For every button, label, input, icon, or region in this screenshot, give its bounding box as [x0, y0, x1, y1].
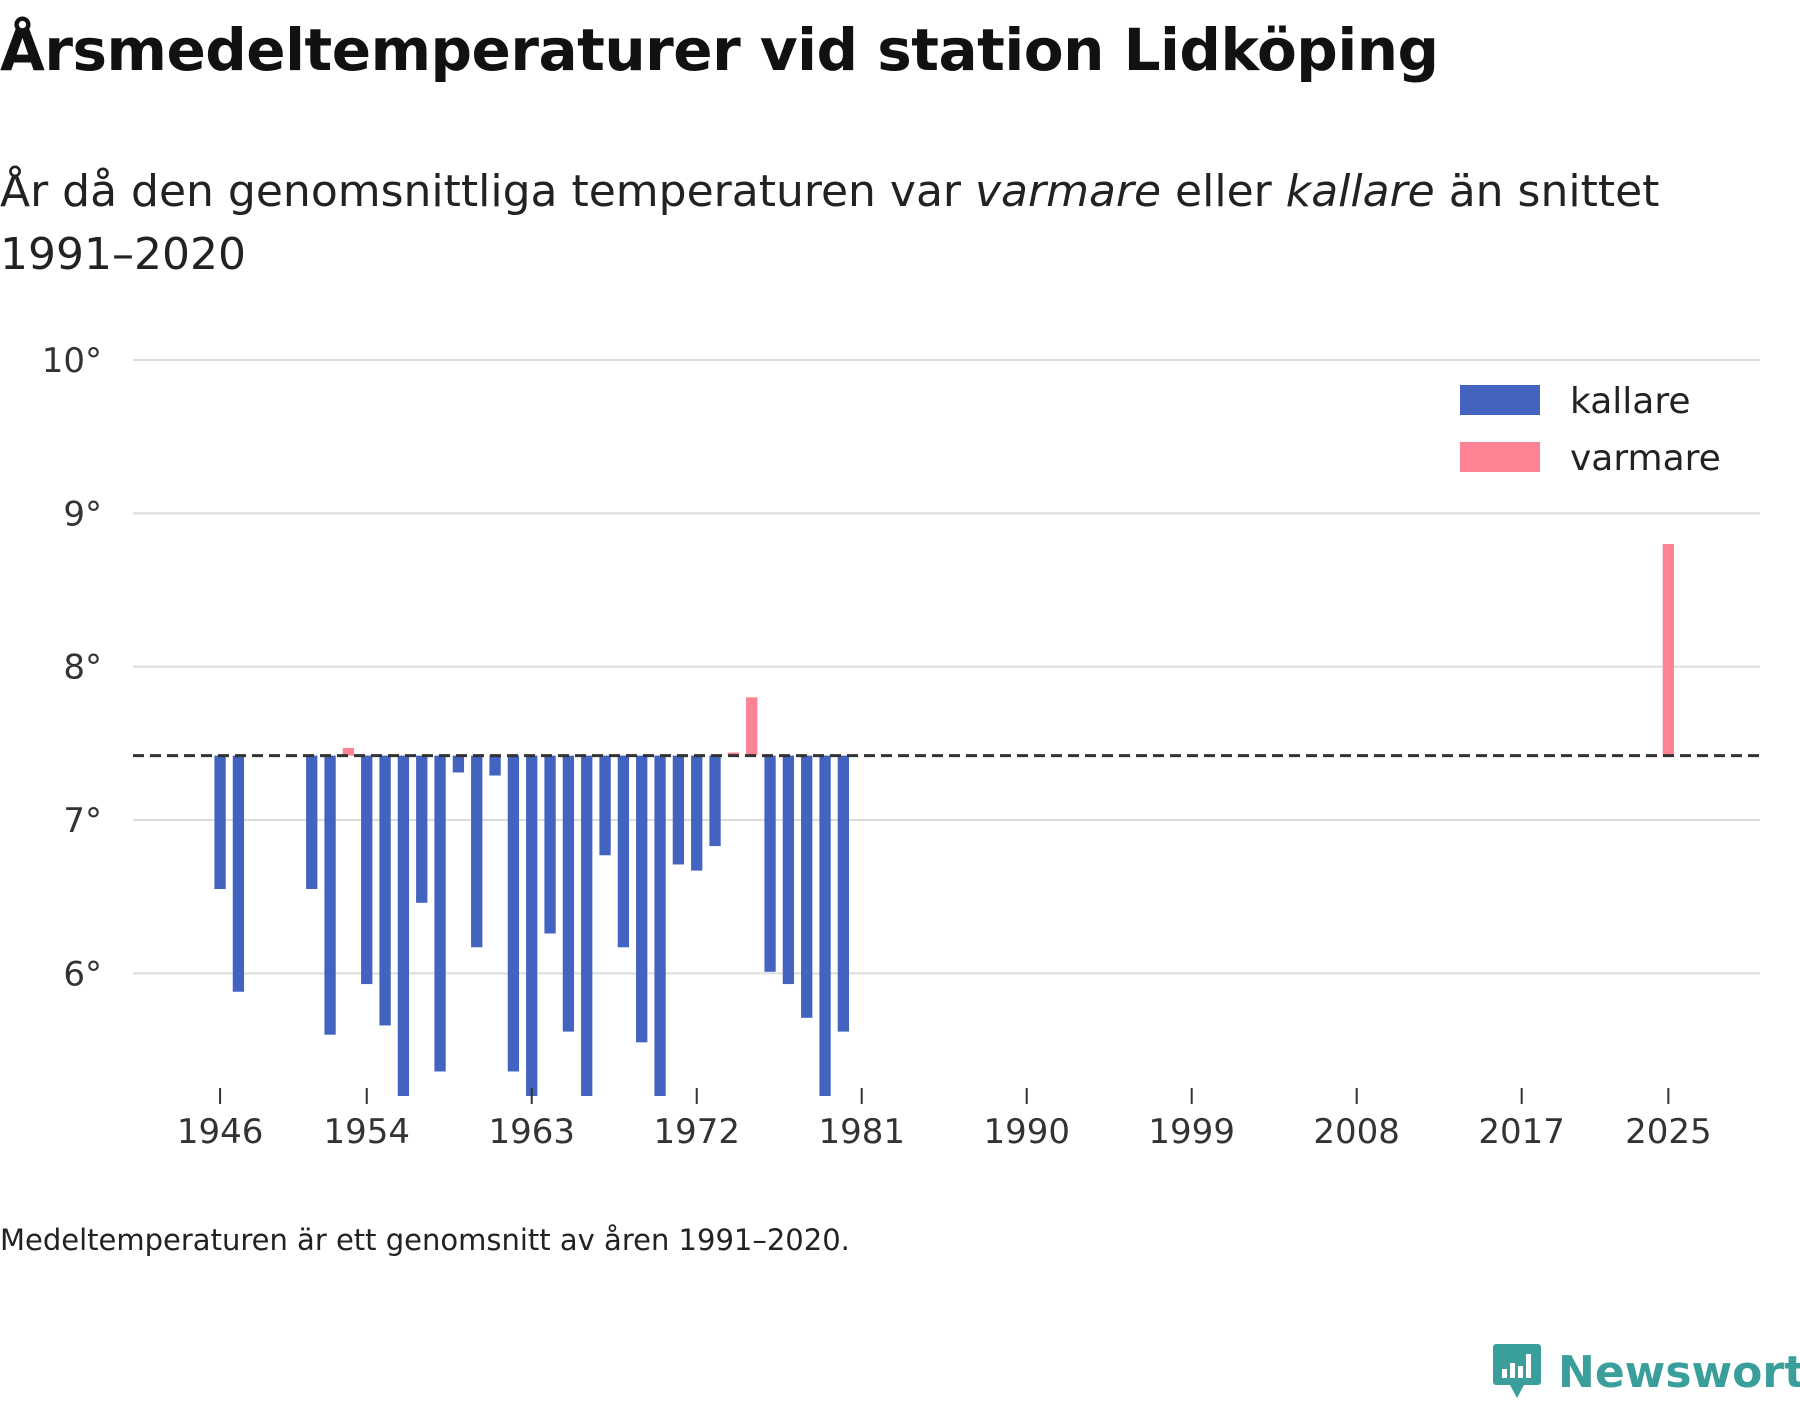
bar-colder	[837, 755, 850, 1032]
legend-label-colder: kallare	[1570, 381, 1691, 422]
x-tick-label: 2025	[1625, 1112, 1712, 1152]
bar-warmer	[727, 752, 740, 756]
x-tick-label: 1999	[1148, 1112, 1235, 1152]
chart-subtitle: År då den genomsnittliga temperaturen va…	[0, 160, 1680, 286]
chart-title: Årsmedeltemperaturer vid station Lidköpi…	[0, 16, 1439, 84]
bar-colder	[544, 755, 556, 934]
bar-colder	[489, 755, 501, 776]
bar-colder	[434, 755, 446, 1072]
x-axis: 1946 1954 1963 1972 1981 1990 1999 2008 2017 2025	[177, 1088, 1712, 1152]
x-tick-label: 1981	[818, 1112, 905, 1152]
subtitle-warmer: varmare	[974, 166, 1162, 217]
temperature-bar-chart: 6° 7° 8° 9° 10° 1946 1954 1963 1972 1981 1990 1999…	[42, 341, 1760, 1152]
y-tick-label: 8°	[63, 648, 102, 688]
bar-colder	[654, 755, 666, 1096]
bar-colder	[306, 755, 318, 889]
newsworthy-logo-icon	[1493, 1344, 1541, 1398]
y-tick-label: 6°	[63, 954, 102, 994]
bar-colder	[397, 755, 410, 1096]
bar-colder	[819, 755, 831, 1096]
bar-colder	[562, 755, 575, 1032]
y-tick-label: 7°	[63, 801, 102, 841]
bar-colder	[672, 755, 685, 865]
bar-warmer	[342, 747, 355, 756]
bar-colder	[507, 755, 520, 1072]
subtitle-part2: eller	[1161, 166, 1286, 217]
bar-colder	[581, 755, 593, 1096]
legend-label-warmer: varmare	[1570, 438, 1721, 479]
legend-swatch-warmer	[1460, 442, 1540, 472]
bar-colder	[636, 755, 648, 1043]
subtitle-part3: än snittet 1991–2020	[0, 166, 1660, 280]
x-tick-label: 2017	[1478, 1112, 1565, 1152]
brand-name: Newsworthy	[1558, 1346, 1800, 1398]
x-tick-label: 1954	[323, 1112, 410, 1152]
bar-colder	[782, 755, 795, 985]
bar-colder	[452, 755, 465, 773]
subtitle-part1: År då den genomsnittliga temperaturen va…	[0, 166, 975, 217]
x-tick-label: 1963	[488, 1112, 575, 1152]
x-tick-label: 1990	[983, 1112, 1070, 1152]
subtitle-colder: kallare	[1285, 166, 1435, 217]
footnote: Medeltemperaturen är ett genomsnitt av å…	[0, 1223, 850, 1257]
bar-colder	[801, 755, 813, 1018]
y-tick-label: 9°	[63, 494, 102, 534]
y-tick-label: 10°	[42, 341, 102, 381]
bars	[214, 544, 1674, 1096]
bar-warmer	[1662, 544, 1674, 756]
bar-colder	[214, 755, 226, 889]
bar-colder	[691, 755, 703, 871]
legend: kallare varmare	[1460, 381, 1721, 479]
bar-colder	[599, 755, 611, 856]
y-axis-tick-labels: 6° 7° 8° 9° 10°	[42, 341, 102, 994]
bar-warmer	[746, 697, 758, 756]
legend-swatch-colder	[1460, 385, 1540, 415]
bar-colder	[361, 755, 373, 985]
bar-colder	[617, 755, 630, 948]
bar-colder	[379, 755, 391, 1026]
bar-colder	[526, 755, 538, 1096]
bar-colder	[764, 755, 776, 972]
bar-colder	[232, 755, 245, 992]
x-tick-label: 1946	[177, 1112, 264, 1152]
bar-colder	[416, 755, 428, 903]
newsworthy-logo: Newsworthy	[1492, 1342, 1800, 1402]
bar-colder	[471, 755, 483, 948]
x-tick-label: 1972	[653, 1112, 740, 1152]
x-tick-label: 2008	[1313, 1112, 1400, 1152]
bar-colder	[709, 755, 721, 847]
bar-colder	[324, 755, 336, 1035]
